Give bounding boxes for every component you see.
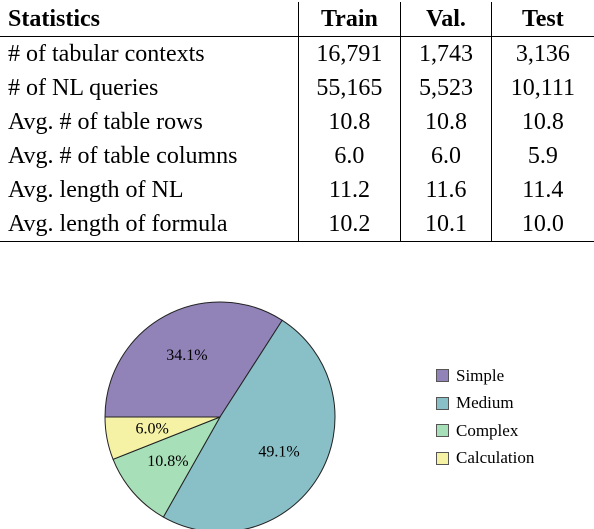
test-value: 10,111 bbox=[490, 71, 594, 105]
legend-item-complex: Complex bbox=[436, 417, 534, 445]
table-row: # of NL queries 55,165 5,523 10,111 bbox=[0, 71, 594, 105]
test-value: 10.0 bbox=[490, 207, 594, 242]
val-value: 5,523 bbox=[400, 71, 492, 105]
table-row: Avg. length of NL 11.2 11.6 11.4 bbox=[0, 173, 594, 207]
legend-item-simple: Simple bbox=[436, 362, 534, 390]
table-row: # of tabular contexts 16,791 1,743 3,136 bbox=[0, 36, 594, 71]
row-label: Avg. length of NL bbox=[8, 176, 184, 203]
val-value: 11.6 bbox=[400, 173, 492, 207]
val-value: 1,743 bbox=[400, 36, 492, 71]
table-row: Avg. # of table rows 10.8 10.8 10.8 bbox=[0, 105, 594, 139]
train-value: 16,791 bbox=[297, 36, 401, 71]
row-label: # of tabular contexts bbox=[8, 40, 205, 67]
table-header-row: Statistics Train Val. Test bbox=[0, 2, 594, 37]
train-value: 10.2 bbox=[297, 207, 401, 242]
val-value: 10.8 bbox=[400, 105, 492, 139]
train-value: 6.0 bbox=[297, 139, 401, 173]
pie-label-calculation: 6.0% bbox=[136, 421, 169, 438]
pie-chart: 34.1% 49.1% 10.8% 6.0% bbox=[100, 301, 340, 529]
test-value: 3,136 bbox=[490, 36, 594, 71]
row-label: Avg. length of formula bbox=[0, 207, 299, 242]
val-value: 6.0 bbox=[400, 139, 492, 173]
pie-chart-svg: 34.1% 49.1% 10.8% 6.0% bbox=[104, 301, 336, 529]
pie-label-medium: 49.1% bbox=[258, 443, 299, 460]
pie-label-complex: 10.8% bbox=[147, 453, 188, 470]
pie-slice-calculation bbox=[104, 416, 221, 460]
legend-item-medium: Medium bbox=[436, 390, 534, 418]
table-row: Avg. length of formula 10.2 10.1 10.0 bbox=[0, 207, 594, 242]
legend-swatch bbox=[436, 424, 449, 438]
train-value: 55,165 bbox=[297, 71, 401, 105]
header-val: Val. bbox=[400, 2, 492, 37]
statistics-table: Statistics Train Val. Test # of tabular … bbox=[0, 2, 594, 242]
pie-slice-medium bbox=[162, 319, 336, 529]
pie-label-simple: 34.1% bbox=[166, 347, 207, 364]
test-value: 5.9 bbox=[490, 139, 594, 173]
legend-swatch bbox=[436, 451, 449, 465]
legend-label: Simple bbox=[456, 365, 505, 385]
header-test: Test bbox=[490, 2, 594, 37]
legend-label: Complex bbox=[456, 420, 519, 440]
row-label: Avg. # of table rows bbox=[8, 108, 203, 135]
val-value: 10.1 bbox=[400, 207, 492, 242]
chart-legend: Simple Medium Complex Calculation bbox=[436, 362, 534, 472]
table-row: Avg. # of table columns 6.0 6.0 5.9 bbox=[0, 139, 594, 173]
pie-slice-complex bbox=[112, 416, 222, 518]
row-label: Avg. # of table columns bbox=[8, 142, 238, 169]
test-value: 10.8 bbox=[490, 105, 594, 139]
header-train: Train bbox=[297, 2, 401, 37]
legend-label: Calculation bbox=[456, 448, 535, 468]
legend-item-calculation: Calculation bbox=[436, 445, 534, 473]
legend-swatch bbox=[436, 369, 449, 383]
header-statistics: Statistics bbox=[0, 2, 299, 37]
train-value: 11.2 bbox=[297, 173, 401, 207]
legend-swatch bbox=[436, 396, 449, 410]
test-value: 11.4 bbox=[490, 173, 594, 207]
legend-label: Medium bbox=[456, 393, 514, 413]
train-value: 10.8 bbox=[297, 105, 401, 139]
row-label: # of NL queries bbox=[8, 74, 159, 101]
